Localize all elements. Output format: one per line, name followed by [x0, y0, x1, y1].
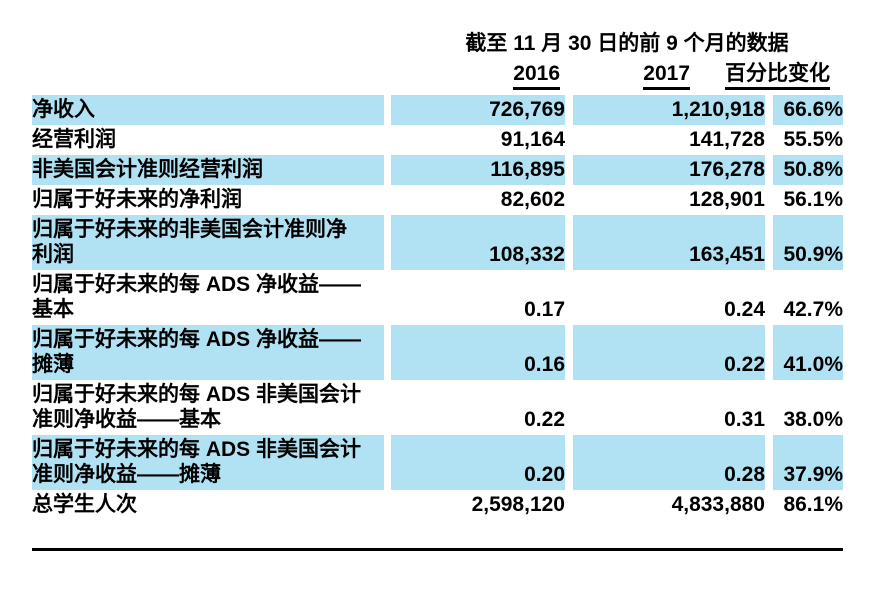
column-gap	[565, 185, 573, 215]
value-change: 50.8%	[773, 155, 843, 185]
table-row: 归属于好未来的每 ADS 非美国会计 准则净收益——基本 0.22 0.31 38.0…	[32, 380, 843, 435]
value-2017: 0.24	[724, 298, 765, 321]
row-label: 非美国会计准则经营利润	[32, 155, 384, 185]
column-gap	[765, 325, 773, 380]
column-gap	[565, 490, 573, 520]
value-change: 50.9%	[773, 215, 843, 270]
row-label: 归属于好未来的非美国会计准则净 利润	[32, 215, 384, 270]
column-gap	[565, 325, 573, 380]
column-gap	[765, 380, 773, 435]
row-label: 归属于好未来的每 ADS 净收益—— 摊薄	[32, 325, 384, 380]
column-gap	[384, 95, 391, 125]
value-2017: 4,833,880	[671, 493, 765, 516]
column-gap	[765, 185, 773, 215]
column-gap	[765, 490, 773, 520]
col-header-percent-change: 百分比变化	[725, 62, 830, 90]
value-2016: 108,332	[391, 215, 565, 270]
value-2017: 0.31	[724, 408, 765, 431]
table-row: 净收入 726,769 1,210,918 66.6%	[32, 95, 843, 125]
column-gap	[765, 155, 773, 185]
financial-table: 净收入 726,769 1,210,918 66.6% 经营利润 91,164 141,72…	[32, 95, 843, 520]
financial-table-body: 净收入 726,769 1,210,918 66.6% 经营利润 91,164 141,72…	[32, 95, 843, 520]
column-gap	[384, 435, 391, 490]
column-gap	[565, 215, 573, 270]
value-change: 41.0%	[773, 325, 843, 380]
value-2016: 0.16	[391, 325, 565, 380]
column-gap	[765, 215, 773, 270]
column-gap	[384, 185, 391, 215]
column-header-row: 2016 2017 百分比变化	[32, 58, 843, 92]
value-2017: 0.28	[573, 435, 765, 490]
column-gap	[765, 125, 773, 155]
value-2017: 176,278	[573, 155, 765, 185]
value-change: 56.1%	[783, 188, 843, 211]
row-label: 总学生人次	[32, 493, 137, 516]
value-2016: 0.20	[391, 435, 565, 490]
column-gap	[565, 435, 573, 490]
column-gap	[765, 270, 773, 325]
value-2016: 91,164	[500, 128, 565, 151]
value-change: 42.7%	[783, 298, 843, 321]
table-row: 归属于好未来的非美国会计准则净 利润 108,332 163,451 50.9%	[32, 215, 843, 270]
table-row: 归属于好未来的每 ADS 净收益—— 基本 0.17 0.24 42.7%	[32, 270, 843, 325]
row-label: 归属于好未来的每 ADS 净收益—— 基本	[32, 273, 362, 321]
table-row: 归属于好未来的净利润 82,602 128,901 56.1%	[32, 185, 843, 215]
column-gap	[384, 215, 391, 270]
row-label: 归属于好未来的净利润	[32, 188, 242, 211]
column-gap	[565, 270, 573, 325]
value-2016: 0.17	[524, 298, 565, 321]
row-label: 经营利润	[32, 128, 116, 151]
column-gap	[384, 125, 391, 155]
value-change: 55.5%	[783, 128, 843, 151]
column-gap	[384, 490, 391, 520]
value-2017: 0.22	[573, 325, 765, 380]
table-row: 经营利润 91,164 141,728 55.5%	[32, 125, 843, 155]
value-2017: 128,901	[689, 188, 765, 211]
table-period-title: 截至 11 月 30 日的前 9 个月的数据	[465, 32, 789, 55]
value-2016: 2,598,120	[471, 493, 565, 516]
column-gap	[565, 125, 573, 155]
column-gap	[565, 95, 573, 125]
column-gap	[384, 380, 391, 435]
table-row: 归属于好未来的每 ADS 非美国会计 准则净收益——摊薄 0.20 0.28 37.9…	[32, 435, 843, 490]
value-2017: 141,728	[689, 128, 765, 151]
table-row: 总学生人次 2,598,120 4,833,880 86.1%	[32, 490, 843, 520]
column-gap	[384, 155, 391, 185]
financial-summary-table: 截至 11 月 30 日的前 9 个月的数据 2016 2017 百分比变化 净…	[32, 0, 843, 590]
column-gap	[384, 270, 391, 325]
value-change: 37.9%	[773, 435, 843, 490]
col-header-2016: 2016	[513, 62, 560, 90]
value-2016: 82,602	[500, 188, 565, 211]
row-label: 净收入	[32, 95, 384, 125]
value-change: 38.0%	[783, 408, 843, 431]
row-label: 归属于好未来的每 ADS 非美国会计 准则净收益——摊薄	[32, 435, 384, 490]
value-2016: 116,895	[391, 155, 565, 185]
value-2017: 1,210,918	[573, 95, 765, 125]
bottom-rule	[32, 548, 843, 551]
value-2016: 726,769	[391, 95, 565, 125]
row-label: 归属于好未来的每 ADS 非美国会计 准则净收益——基本	[32, 383, 362, 431]
column-gap	[384, 325, 391, 380]
table-row: 归属于好未来的每 ADS 净收益—— 摊薄 0.16 0.22 41.0%	[32, 325, 843, 380]
value-2017: 163,451	[573, 215, 765, 270]
column-gap	[765, 95, 773, 125]
col-header-2017: 2017	[643, 62, 690, 90]
value-change: 66.6%	[773, 95, 843, 125]
value-2016: 0.22	[524, 408, 565, 431]
column-gap	[565, 155, 573, 185]
column-gap	[565, 380, 573, 435]
column-gap	[765, 435, 773, 490]
table-row: 非美国会计准则经营利润 116,895 176,278 50.8%	[32, 155, 843, 185]
value-change: 86.1%	[783, 493, 843, 516]
